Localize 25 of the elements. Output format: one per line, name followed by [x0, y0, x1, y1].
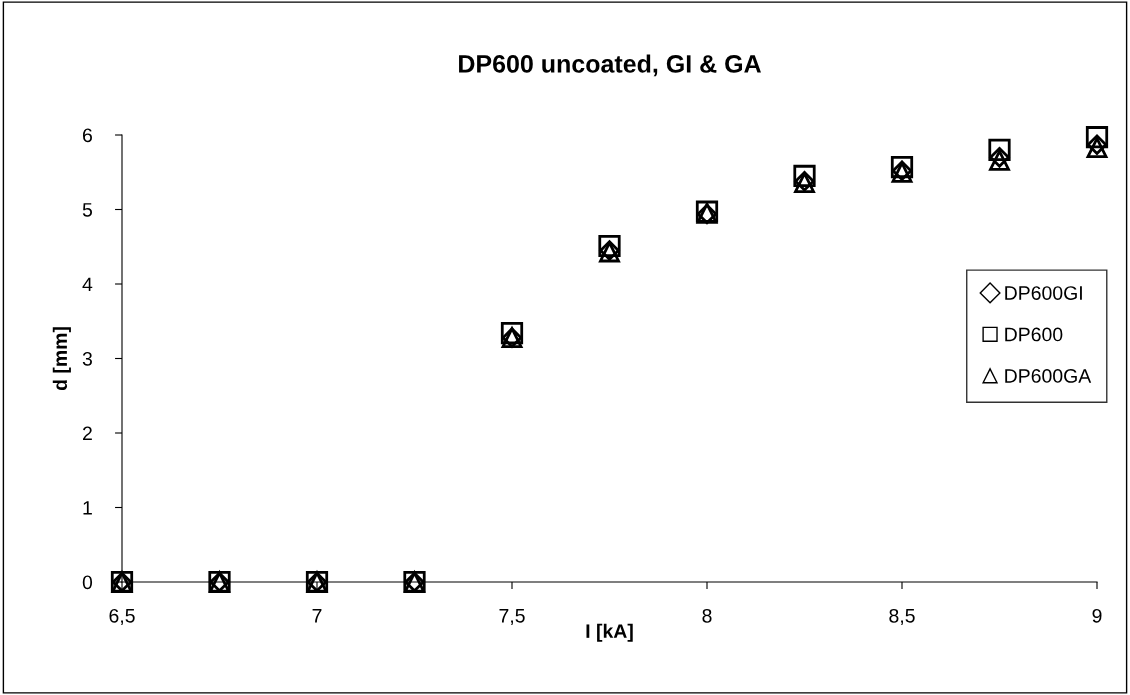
y-tick-label: 3 [82, 351, 92, 366]
chart-title: DP600 uncoated, GI & GA [459, 54, 761, 77]
y-axis-title: d [mm] [52, 327, 71, 391]
legend-label: DP600 [1005, 327, 1063, 342]
y-tick-label: 4 [82, 277, 93, 292]
y-tick-label: 2 [83, 426, 92, 441]
legend-label: DP600GA [1005, 369, 1092, 383]
legend-label: DP600GI [1005, 286, 1082, 300]
y-tick-label: 6 [83, 128, 92, 143]
x-tick-label: 7 [312, 609, 322, 623]
x-tick-label: 6,5 [109, 608, 135, 625]
y-tick-label: 0 [82, 575, 93, 590]
x-tick-label: 8 [702, 608, 712, 623]
point [500, 322, 524, 345]
point [598, 234, 621, 258]
y-tick-label: 5 [82, 203, 93, 217]
x-tick-label: 8,5 [889, 608, 915, 625]
point [793, 164, 816, 188]
x-axis-title: I [kA] [586, 623, 633, 642]
point [1085, 126, 1109, 149]
x-tick-label: 7,5 [499, 609, 525, 625]
x-tick-label: 9 [1092, 608, 1102, 623]
y-tick-label: 1 [83, 501, 92, 515]
point [988, 138, 1011, 162]
point [890, 155, 914, 179]
